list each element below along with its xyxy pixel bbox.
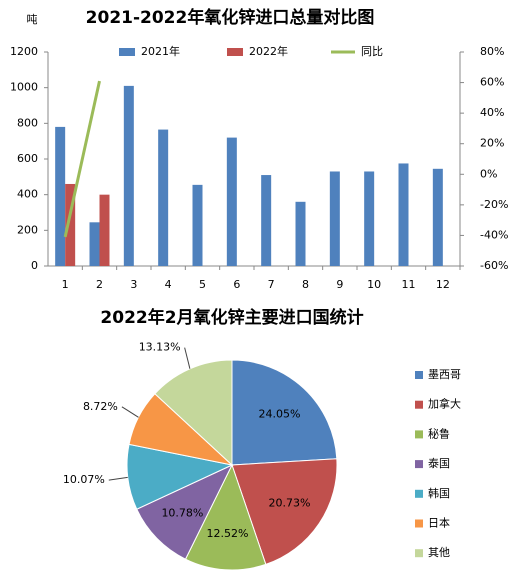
bar bbox=[261, 175, 272, 266]
chart-title: 2021-2022年氧化锌进口总量对比图 bbox=[86, 7, 375, 28]
x-tick-label: 8 bbox=[302, 278, 309, 291]
data-label: 10.78% bbox=[161, 506, 203, 519]
legend-label: 2021年 bbox=[141, 44, 180, 58]
y2-tick-label: -60% bbox=[480, 259, 508, 272]
data-label: 12.52% bbox=[206, 527, 248, 540]
legend-label: 墨西哥 bbox=[428, 368, 461, 381]
x-tick-label: 1 bbox=[62, 278, 69, 291]
y-tick-label: 1200 bbox=[10, 45, 38, 58]
x-tick-label: 9 bbox=[336, 278, 343, 291]
legend-swatch bbox=[415, 430, 423, 439]
data-label: 10.07% bbox=[63, 473, 105, 486]
x-tick-label: 11 bbox=[402, 278, 416, 291]
bar bbox=[432, 168, 443, 266]
legend-swatch bbox=[415, 519, 423, 528]
bar bbox=[329, 171, 340, 266]
legend-swatch bbox=[227, 48, 243, 56]
x-tick-label: 6 bbox=[233, 278, 240, 291]
bar bbox=[192, 184, 203, 266]
leader-line bbox=[108, 476, 128, 481]
leader-line bbox=[121, 406, 139, 418]
legend-swatch bbox=[415, 489, 423, 498]
legend-label: 泰国 bbox=[428, 456, 450, 470]
bar bbox=[55, 126, 66, 267]
leader-line bbox=[184, 347, 191, 369]
x-tick-label: 2 bbox=[96, 278, 103, 291]
data-label: 13.13% bbox=[139, 341, 181, 354]
legend-label: 日本 bbox=[428, 516, 450, 530]
y2-tick-label: 80% bbox=[480, 45, 504, 58]
y-tick-label: 400 bbox=[17, 188, 38, 201]
legend-label: 其他 bbox=[428, 546, 450, 559]
y-tick-label: 1000 bbox=[10, 81, 38, 94]
y-tick-label: 600 bbox=[17, 152, 38, 165]
bar bbox=[295, 201, 306, 266]
legend-swatch bbox=[415, 371, 423, 379]
pie-slice bbox=[136, 463, 234, 560]
y2-tick-label: 60% bbox=[480, 76, 504, 89]
pie-slice bbox=[231, 458, 338, 566]
pie-slice bbox=[231, 359, 338, 466]
legend-label: 2022年 bbox=[249, 44, 288, 58]
legend-swatch bbox=[415, 400, 423, 409]
bar bbox=[364, 171, 375, 266]
bar bbox=[99, 194, 110, 266]
y-tick-label: 0 bbox=[31, 259, 38, 272]
y2-tick-label: -40% bbox=[480, 228, 508, 241]
y-tick-label: 800 bbox=[17, 116, 38, 129]
legend-label: 秘鲁 bbox=[428, 426, 450, 440]
data-label: 24.05% bbox=[259, 408, 301, 421]
x-tick-label: 4 bbox=[165, 278, 172, 291]
legend-label: 加拿大 bbox=[428, 397, 461, 411]
x-tick-label: 5 bbox=[199, 278, 206, 291]
legend-label: 同比 bbox=[361, 45, 383, 58]
bar bbox=[398, 163, 409, 266]
pie-slice bbox=[154, 359, 233, 467]
legend-swatch bbox=[415, 549, 423, 558]
data-label: 20.73% bbox=[269, 497, 311, 510]
line bbox=[63, 80, 101, 238]
pie-slice bbox=[184, 463, 267, 571]
pie-title: 2022年2月氧化锌主要进口国统计 bbox=[100, 307, 363, 328]
x-tick-label: 10 bbox=[367, 278, 381, 291]
y-tick-label: 200 bbox=[17, 223, 38, 236]
y-axis-label: 吨 bbox=[27, 13, 38, 26]
legend-label: 韩国 bbox=[428, 486, 450, 500]
bar bbox=[89, 222, 100, 266]
x-tick-label: 3 bbox=[130, 278, 137, 291]
x-tick-label: 12 bbox=[436, 278, 450, 291]
y2-tick-label: -20% bbox=[480, 198, 508, 211]
bar bbox=[158, 129, 169, 266]
legend-swatch bbox=[119, 48, 135, 56]
bar bbox=[65, 183, 76, 266]
x-tick-label: 7 bbox=[268, 278, 275, 291]
y2-tick-label: 20% bbox=[480, 137, 504, 150]
bar bbox=[123, 85, 134, 266]
y2-tick-label: 0% bbox=[480, 167, 497, 180]
bar bbox=[226, 137, 237, 266]
y2-tick-label: 40% bbox=[480, 106, 504, 119]
legend-swatch bbox=[415, 460, 423, 469]
data-label: 8.72% bbox=[83, 400, 118, 413]
